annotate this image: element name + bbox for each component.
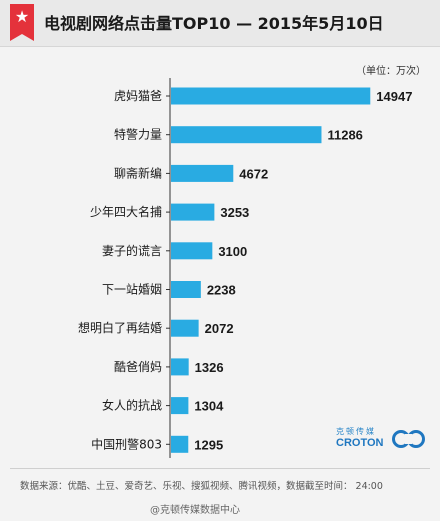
bar xyxy=(171,397,189,415)
bar xyxy=(171,203,215,221)
logo-en-text: CROTON xyxy=(336,437,384,449)
value-label: 2072 xyxy=(205,321,234,336)
croton-logo: 克顿传媒 CROTON xyxy=(336,426,426,452)
page-title: 电视剧网络点击量TOP10 — 2015年5月10日 xyxy=(44,14,384,33)
category-label: 妻子的谎言 xyxy=(102,243,162,258)
category-label: 女人的抗战 xyxy=(102,398,162,413)
bar xyxy=(171,126,322,144)
header-bar: ★ 电视剧网络点击量TOP10 — 2015年5月10日 xyxy=(0,0,440,46)
value-label: 3100 xyxy=(218,244,247,259)
value-label: 1304 xyxy=(194,399,224,414)
croton-logo-mark-icon xyxy=(392,430,425,448)
bar xyxy=(171,281,201,298)
category-label: 酷爸俏妈 xyxy=(114,360,162,374)
bar xyxy=(171,242,213,260)
bar xyxy=(171,319,199,337)
bar xyxy=(171,435,189,453)
value-label: 2238 xyxy=(207,283,236,298)
unit-label: （单位：万次） xyxy=(356,66,426,77)
bookmark-star-icon: ★ xyxy=(10,4,34,41)
bar xyxy=(171,358,189,376)
value-label: 3253 xyxy=(220,205,249,220)
value-label: 1326 xyxy=(195,360,224,375)
logo-cn-text: 克顿传媒 xyxy=(336,427,376,436)
value-label: 14947 xyxy=(376,89,412,104)
category-label: 聊斋新编 xyxy=(114,165,162,180)
category-label: 下一站婚姻 xyxy=(102,282,162,297)
bar xyxy=(171,87,371,105)
category-label: 少年四大名捕 xyxy=(90,204,162,219)
footer-divider xyxy=(10,468,430,469)
value-label: 11286 xyxy=(327,128,362,143)
value-label: 1295 xyxy=(194,437,223,452)
category-label: 特警力量 xyxy=(114,127,162,142)
data-source-note: 数据来源：优酷、土豆、爱奇艺、乐视、搜狐视频、腾讯视频，数据截至时间： 24:0… xyxy=(20,481,383,492)
bar-chart: 虎妈猫爸 14947 特警力量 11286 聊斋新编 4672 少年四大名捕 3253 妻子的谎… xyxy=(78,78,412,458)
value-label: 4672 xyxy=(239,166,268,181)
category-label: 虎妈猫爸 xyxy=(114,89,162,103)
title-divider xyxy=(0,46,440,47)
watermark: @克顿传媒数据中心 xyxy=(150,505,240,516)
category-label: 想明白了再结婚 xyxy=(78,320,162,335)
category-label: 中国刑警803 xyxy=(91,436,162,451)
bar xyxy=(171,164,234,182)
